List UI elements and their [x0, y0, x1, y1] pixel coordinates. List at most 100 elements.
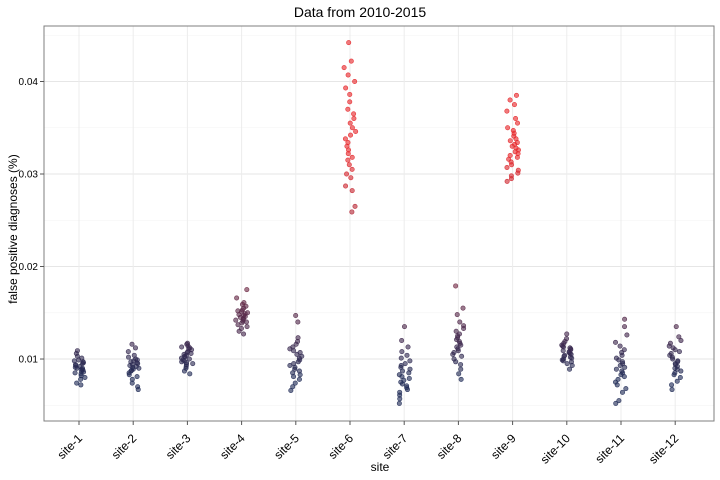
- data-point: [343, 85, 349, 91]
- data-point: [233, 317, 239, 323]
- data-point: [79, 355, 85, 361]
- data-point: [398, 355, 404, 361]
- data-point: [407, 358, 413, 364]
- data-point: [346, 40, 352, 46]
- data-point: [345, 106, 351, 112]
- data-point: [513, 92, 519, 98]
- data-point: [244, 287, 250, 293]
- x-tick-label: site-8: [434, 431, 465, 462]
- data-point: [291, 361, 297, 367]
- data-point: [407, 366, 413, 372]
- data-point: [515, 120, 521, 126]
- data-point: [619, 389, 625, 395]
- data-point: [401, 324, 407, 330]
- data-point: [504, 108, 510, 114]
- data-point: [613, 355, 619, 361]
- data-point: [673, 324, 679, 330]
- x-tick-label: site-5: [271, 431, 302, 462]
- data-point: [234, 295, 240, 301]
- data-points: [71, 40, 684, 406]
- chart-title: Data from 2010-2015: [293, 4, 427, 20]
- data-point: [297, 350, 303, 356]
- data-point: [613, 366, 619, 372]
- data-point: [505, 125, 511, 131]
- data-point: [295, 319, 301, 325]
- data-point: [669, 382, 675, 388]
- grid: [44, 26, 714, 421]
- data-point: [74, 348, 80, 354]
- data-point: [185, 340, 191, 346]
- data-point: [453, 283, 459, 289]
- data-point: [341, 65, 347, 71]
- data-point: [564, 336, 570, 342]
- data-point: [396, 372, 402, 378]
- data-point: [125, 349, 131, 355]
- data-point: [349, 125, 355, 131]
- data-point: [454, 312, 460, 318]
- y-tick-label: 0.01: [19, 355, 39, 366]
- data-point: [346, 162, 352, 168]
- data-point: [623, 386, 629, 392]
- data-point: [129, 341, 135, 347]
- data-point: [458, 376, 464, 382]
- data-point: [515, 167, 521, 173]
- data-point: [513, 116, 519, 122]
- data-point: [507, 138, 513, 144]
- x-tick-label: site-2: [109, 431, 140, 462]
- data-point: [621, 347, 627, 353]
- data-point: [290, 384, 296, 390]
- y-tick-label: 0.02: [19, 262, 39, 273]
- data-point: [349, 188, 355, 194]
- data-point: [677, 375, 683, 381]
- data-point: [619, 368, 625, 374]
- data-point: [451, 350, 457, 356]
- data-point: [241, 300, 247, 306]
- data-point: [459, 353, 465, 359]
- data-point: [458, 366, 464, 372]
- data-point: [667, 340, 673, 346]
- data-point: [456, 371, 462, 377]
- data-point: [616, 398, 622, 404]
- data-point: [507, 97, 513, 103]
- data-point: [296, 368, 302, 374]
- x-axis: site-1 site-2 site-3 site-4 site-5 site-6 site…: [54, 421, 682, 467]
- data-point: [406, 375, 412, 381]
- x-tick-label: site-3: [163, 431, 194, 462]
- data-point: [404, 383, 410, 389]
- x-tick-label: site-9: [488, 431, 519, 462]
- data-point: [669, 387, 675, 393]
- x-tick-label: site-4: [217, 431, 248, 462]
- data-point: [348, 58, 354, 64]
- data-point: [349, 209, 355, 215]
- data-point: [342, 136, 348, 142]
- data-point: [510, 128, 516, 134]
- x-axis-label: site: [370, 460, 390, 474]
- data-point: [617, 343, 623, 349]
- data-point: [674, 378, 680, 384]
- data-point: [352, 79, 358, 85]
- data-point: [399, 338, 405, 344]
- data-point: [461, 323, 467, 329]
- data-point: [504, 165, 510, 171]
- data-point: [456, 331, 462, 337]
- x-tick-label: site-6: [325, 431, 356, 462]
- data-point: [567, 366, 573, 372]
- data-point: [397, 389, 403, 395]
- data-point: [613, 400, 619, 406]
- data-point: [290, 370, 296, 376]
- x-tick-label: site-7: [380, 431, 411, 462]
- data-point: [564, 331, 570, 337]
- data-point: [186, 356, 192, 362]
- data-point: [347, 91, 353, 97]
- data-point: [458, 362, 464, 368]
- data-point: [564, 361, 570, 367]
- data-point: [622, 316, 628, 322]
- data-point: [668, 350, 674, 356]
- data-point: [405, 344, 411, 350]
- x-tick-label: site-10: [538, 431, 574, 467]
- data-point: [345, 72, 351, 78]
- data-point: [290, 344, 296, 350]
- data-point: [398, 362, 404, 368]
- data-point: [244, 324, 250, 330]
